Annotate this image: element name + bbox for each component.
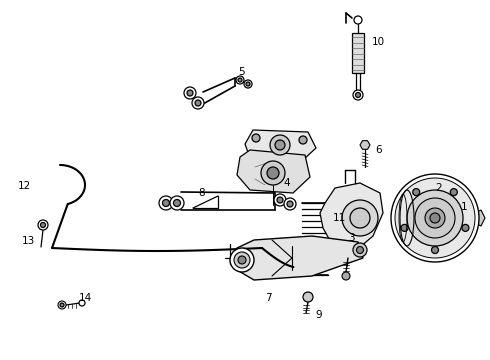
Circle shape	[356, 93, 361, 98]
Circle shape	[238, 78, 242, 82]
Circle shape	[79, 300, 85, 306]
Circle shape	[430, 213, 440, 223]
Circle shape	[450, 189, 457, 195]
Polygon shape	[352, 33, 364, 73]
Text: 14: 14	[79, 293, 92, 303]
Circle shape	[195, 100, 201, 106]
Circle shape	[462, 224, 469, 231]
Circle shape	[58, 301, 66, 309]
Circle shape	[275, 140, 285, 150]
Circle shape	[353, 90, 363, 100]
Circle shape	[354, 16, 362, 24]
Text: 6: 6	[375, 145, 382, 155]
Text: 8: 8	[198, 188, 205, 198]
Circle shape	[246, 82, 250, 86]
Circle shape	[234, 252, 250, 268]
Circle shape	[277, 197, 283, 203]
Circle shape	[413, 189, 420, 195]
Circle shape	[187, 90, 193, 96]
Text: 9: 9	[315, 310, 321, 320]
Polygon shape	[475, 210, 485, 226]
Text: 2: 2	[435, 183, 441, 193]
Circle shape	[159, 196, 173, 210]
Circle shape	[342, 272, 350, 280]
Polygon shape	[232, 236, 363, 280]
Circle shape	[252, 134, 260, 142]
Circle shape	[270, 135, 290, 155]
Circle shape	[357, 247, 364, 253]
Circle shape	[407, 190, 463, 246]
Circle shape	[244, 80, 252, 88]
Circle shape	[401, 224, 408, 231]
Polygon shape	[245, 130, 316, 160]
Circle shape	[238, 256, 246, 264]
Text: 11: 11	[333, 213, 346, 223]
Circle shape	[236, 76, 244, 84]
Polygon shape	[320, 183, 383, 253]
Text: 5: 5	[238, 67, 245, 77]
Circle shape	[391, 174, 479, 262]
Text: 3: 3	[348, 233, 355, 243]
Circle shape	[267, 167, 279, 179]
Circle shape	[170, 196, 184, 210]
Polygon shape	[360, 141, 370, 149]
Circle shape	[173, 199, 180, 207]
Circle shape	[261, 161, 285, 185]
Text: 7: 7	[265, 293, 271, 303]
Circle shape	[415, 198, 455, 238]
Circle shape	[192, 97, 204, 109]
Circle shape	[350, 208, 370, 228]
Circle shape	[60, 303, 64, 307]
Text: 1: 1	[461, 202, 467, 212]
Circle shape	[38, 220, 48, 230]
Circle shape	[41, 222, 46, 228]
Circle shape	[299, 136, 307, 144]
Text: 10: 10	[372, 37, 385, 47]
Circle shape	[287, 201, 293, 207]
Circle shape	[353, 243, 367, 257]
Text: 4: 4	[283, 178, 290, 188]
Circle shape	[230, 248, 254, 272]
Circle shape	[284, 198, 296, 210]
Text: 12: 12	[18, 181, 31, 191]
Circle shape	[425, 208, 445, 228]
Polygon shape	[237, 150, 310, 193]
Text: 13: 13	[22, 236, 35, 246]
Circle shape	[184, 87, 196, 99]
Circle shape	[342, 200, 378, 236]
Circle shape	[274, 194, 286, 206]
Circle shape	[432, 247, 439, 253]
Circle shape	[163, 199, 170, 207]
Circle shape	[395, 178, 475, 258]
Circle shape	[303, 292, 313, 302]
